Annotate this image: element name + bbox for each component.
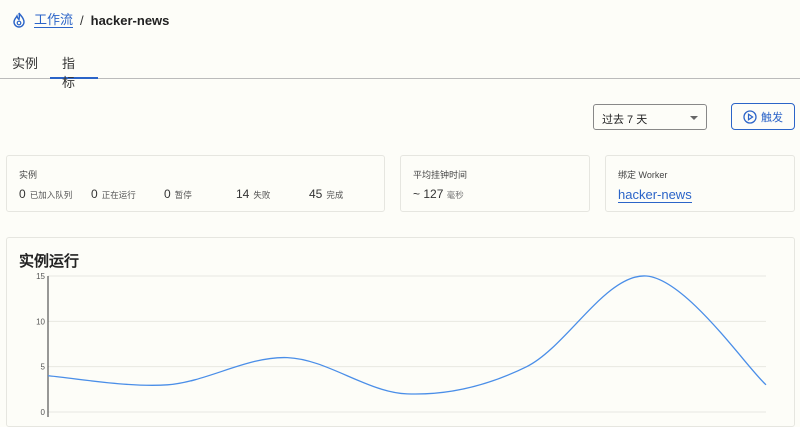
wall-time-card: 平均挂钟时间 ~ 127 毫秒 xyxy=(400,155,590,212)
breadcrumb-parent-link[interactable]: 工作流 xyxy=(34,12,74,28)
data-point xyxy=(764,383,768,387)
data-point xyxy=(166,383,170,387)
tab-bar: 实例 指标 xyxy=(0,44,800,90)
tab-instances[interactable]: 实例 xyxy=(12,56,39,71)
stat-failed: 14 失败 xyxy=(236,187,271,201)
chart-title: 实例运行 xyxy=(19,253,80,270)
y-tick-label: 10 xyxy=(36,317,45,326)
y-tick-label: 5 xyxy=(41,363,46,372)
wall-time-value: ~ 127 毫秒 xyxy=(413,187,464,201)
play-circle-icon xyxy=(743,109,757,124)
trigger-button[interactable]: 触发 xyxy=(731,103,795,130)
data-point xyxy=(525,365,529,369)
instances-label: 实例 xyxy=(19,170,38,180)
series-line xyxy=(47,275,767,395)
stat-queued: 0 已加入队列 xyxy=(19,187,73,201)
trigger-label: 触发 xyxy=(761,111,783,124)
data-point xyxy=(644,274,648,278)
tab-metrics[interactable]: 指标 xyxy=(50,44,99,90)
data-point xyxy=(285,356,289,360)
time-range-value: 过去 7 天 xyxy=(602,114,648,126)
breadcrumb: 工作流 / hacker-news xyxy=(12,12,169,28)
instance-runs-chart: 0 5 10 15 xyxy=(36,272,768,417)
worker-card: 绑定 Worker hacker-news xyxy=(605,155,795,212)
stat-paused: 0 暂停 xyxy=(164,187,192,201)
worker-link[interactable]: hacker-news xyxy=(618,187,692,203)
stat-running: 0 正在运行 xyxy=(91,187,136,201)
workflow-flame-icon xyxy=(13,12,25,28)
data-point xyxy=(405,392,409,396)
data-point xyxy=(46,374,50,378)
caret-down-icon xyxy=(690,116,698,120)
instances-card: 实例 0 已加入队列 0 正在运行 0 暂停 14 失败 45 完成 xyxy=(6,155,385,212)
y-tick-label: 0 xyxy=(41,408,46,417)
wall-time-label: 平均挂钟时间 xyxy=(413,170,468,180)
time-range-select[interactable]: 过去 7 天 xyxy=(593,104,707,130)
stat-complete: 45 完成 xyxy=(309,187,344,201)
breadcrumb-current: hacker-news xyxy=(90,12,170,28)
breadcrumb-separator: / xyxy=(80,12,84,28)
worker-label: 绑定 Worker xyxy=(618,170,668,180)
y-tick-label: 15 xyxy=(36,272,45,281)
